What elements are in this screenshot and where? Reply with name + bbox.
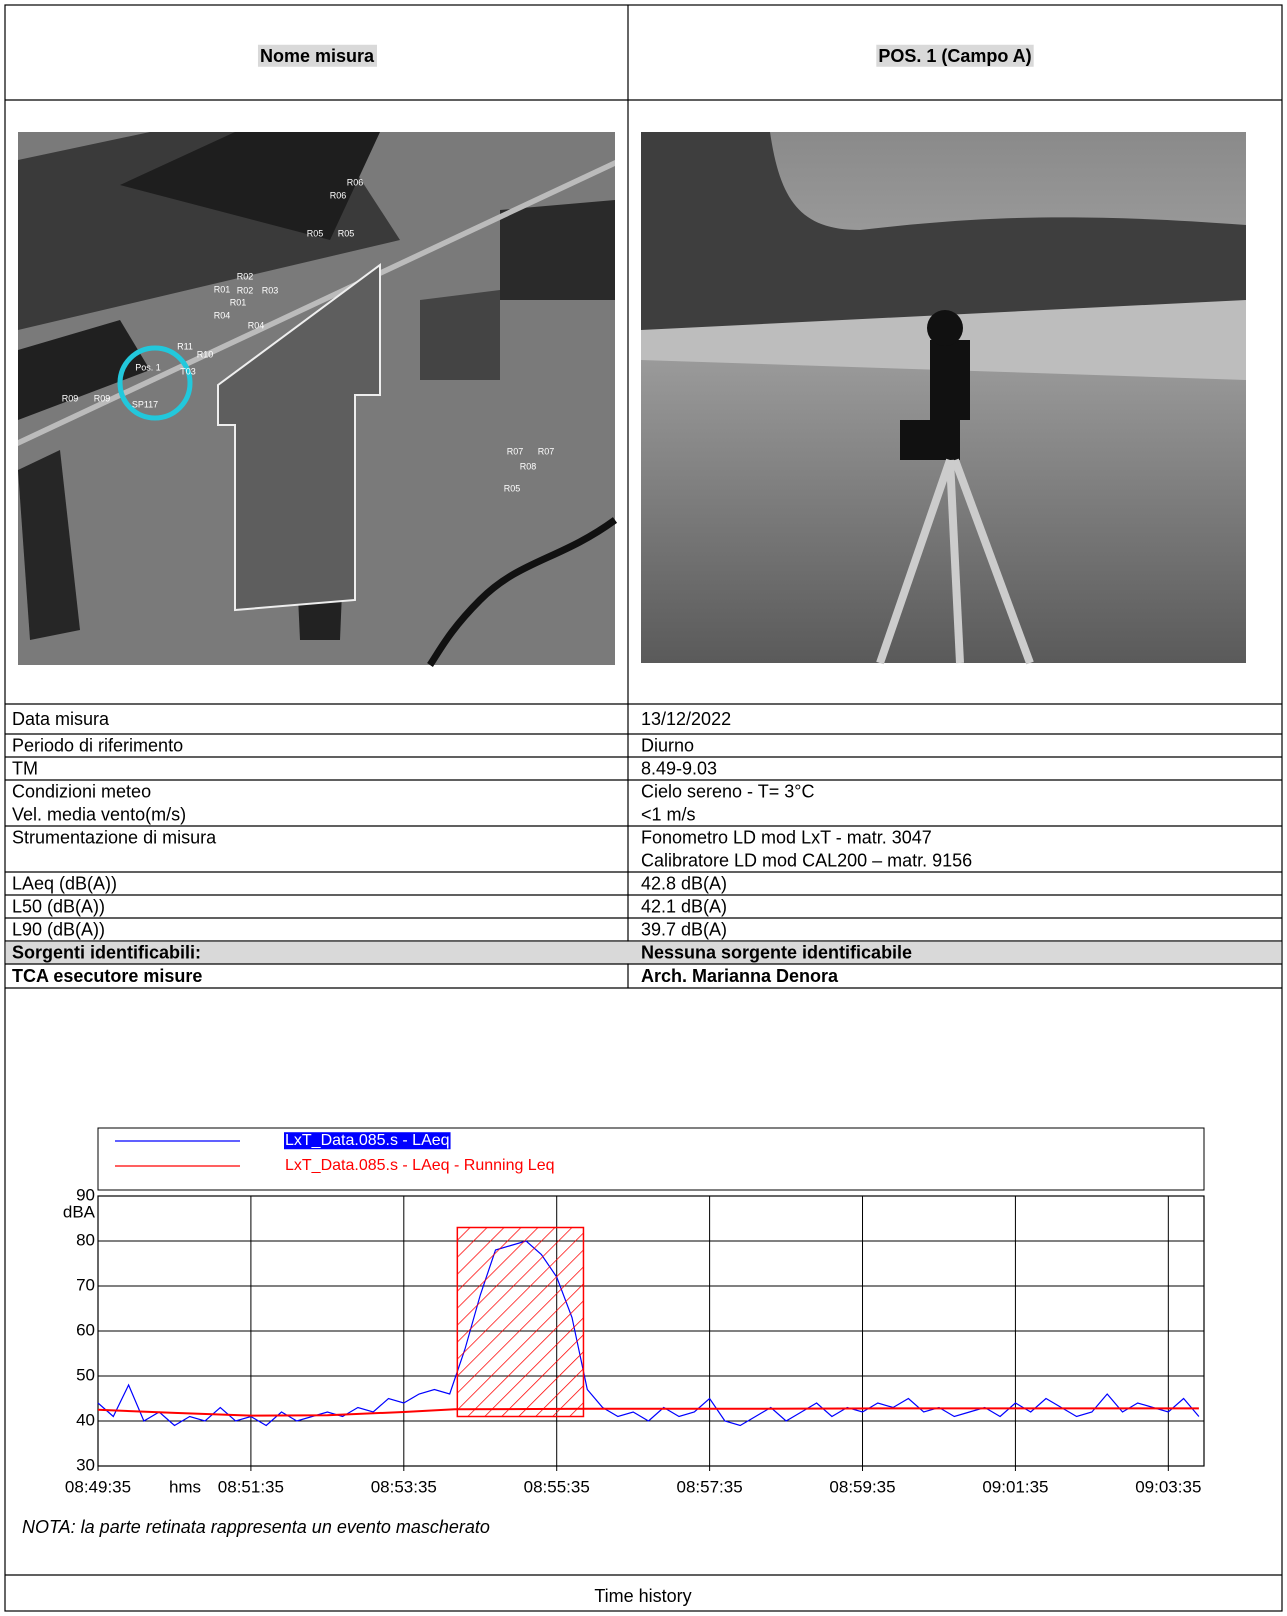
map-label: R10 (197, 349, 214, 359)
y-unit: dBA (63, 1202, 96, 1221)
map-label: R11 (177, 341, 193, 351)
y-tick-label: 80 (76, 1230, 95, 1249)
map-label: R08 (520, 461, 537, 471)
y-tick-label: 60 (76, 1320, 95, 1339)
map-label: T03 (180, 366, 196, 376)
cell-text: Condizioni meteo (12, 781, 151, 801)
cell-text: L50 (dB(A)) (12, 896, 105, 916)
x-tick-label: 08:51:35 (218, 1477, 284, 1496)
x-tick-label: 08:55:35 (524, 1477, 590, 1496)
cell-text: Cielo sereno - T= 3°C (641, 781, 814, 801)
cell-text: 39.7 dB(A) (641, 919, 727, 939)
cell-text: TCA esecutore misure (12, 966, 202, 986)
map-label: R03 (262, 285, 279, 295)
legend-label: LxT_Data.085.s - LAeq - Running Leq (285, 1157, 555, 1174)
series-line (98, 1241, 1199, 1426)
cell-text: 8.49-9.03 (641, 758, 717, 778)
map-label: R06 (330, 190, 347, 200)
cell-text: 13/12/2022 (641, 709, 731, 729)
cell-text: 42.8 dB(A) (641, 873, 727, 893)
x-tick-label: 09:01:35 (982, 1477, 1048, 1496)
note: NOTA: la parte retinata rappresenta un e… (22, 1517, 490, 1537)
x-tick-label: 09:03:35 (1135, 1477, 1201, 1496)
map-label: R02 (237, 285, 254, 295)
map-label: R07 (507, 446, 524, 456)
x-tick-label: 08:53:35 (371, 1477, 437, 1496)
header-right: POS. 1 (Campo A) (878, 46, 1031, 66)
legend-box (98, 1128, 1204, 1190)
cell-text: 42.1 dB(A) (641, 896, 727, 916)
map-label: R09 (62, 393, 79, 403)
map-label: R06 (347, 177, 364, 187)
x-tick-label: 08:59:35 (829, 1477, 895, 1496)
map-label: SP117 (132, 399, 158, 409)
map-label: R04 (214, 310, 231, 320)
cell-text: Nessuna sorgente identificabile (641, 942, 912, 962)
cell-text: Arch. Marianna Denora (641, 966, 839, 986)
cell-text: Vel. media vento(m/s) (12, 804, 186, 824)
cell-text: Data misura (12, 709, 110, 729)
map-label: R09 (94, 393, 111, 403)
map-label: R04 (248, 320, 265, 330)
map-label: R05 (338, 228, 355, 238)
masked-region (457, 1228, 583, 1417)
cell-text: <1 m/s (641, 804, 696, 824)
y-tick-label: 50 (76, 1365, 95, 1384)
map-label: R05 (307, 228, 324, 238)
cell-text: Diurno (641, 735, 694, 755)
site-photo (641, 132, 1246, 663)
legend-label: LxT_Data.085.s - LAeq (285, 1132, 450, 1149)
map-label: R05 (504, 483, 521, 493)
map-label: R01 (214, 284, 231, 294)
map-label: Pos. 1 (135, 362, 161, 372)
map-label: R07 (538, 446, 555, 456)
info-table: Data misura 13/12/2022 Periodo di riferime… (5, 709, 1282, 988)
document: Nome misura POS. 1 (Campo A) R06R06R05R0… (0, 0, 1287, 1616)
map-label: R02 (237, 271, 254, 281)
x-tick-label: 08:57:35 (677, 1477, 743, 1496)
header-left: Nome misura (260, 46, 375, 66)
y-tick-label: 30 (76, 1455, 95, 1474)
cell-text: Periodo di riferimento (12, 735, 183, 755)
cell-text: L90 (dB(A)) (12, 919, 105, 939)
cell-text: Calibratore LD mod CAL200 – matr. 9156 (641, 850, 972, 870)
cell-text: Strumentazione di misura (12, 827, 217, 847)
cell-text: Fonometro LD mod LxT - matr. 3047 (641, 827, 932, 847)
x-unit: hms (169, 1477, 201, 1496)
y-tick-label: 40 (76, 1410, 95, 1429)
time-history-chart: LxT_Data.085.s - LAeq LxT_Data.085.s - LA… (22, 1128, 1204, 1606)
cell-text: TM (12, 758, 38, 778)
y-tick-label: 70 (76, 1275, 95, 1294)
map-label: R01 (230, 297, 247, 307)
page: {"header": {"left": "Nome misura", "righ… (0, 0, 1287, 1616)
cell-text: LAeq (dB(A)) (12, 873, 117, 893)
caption: Time history (594, 1586, 691, 1606)
cell-text: Sorgenti identificabili: (12, 942, 201, 962)
x-tick-label: 08:49:35 (65, 1477, 131, 1496)
